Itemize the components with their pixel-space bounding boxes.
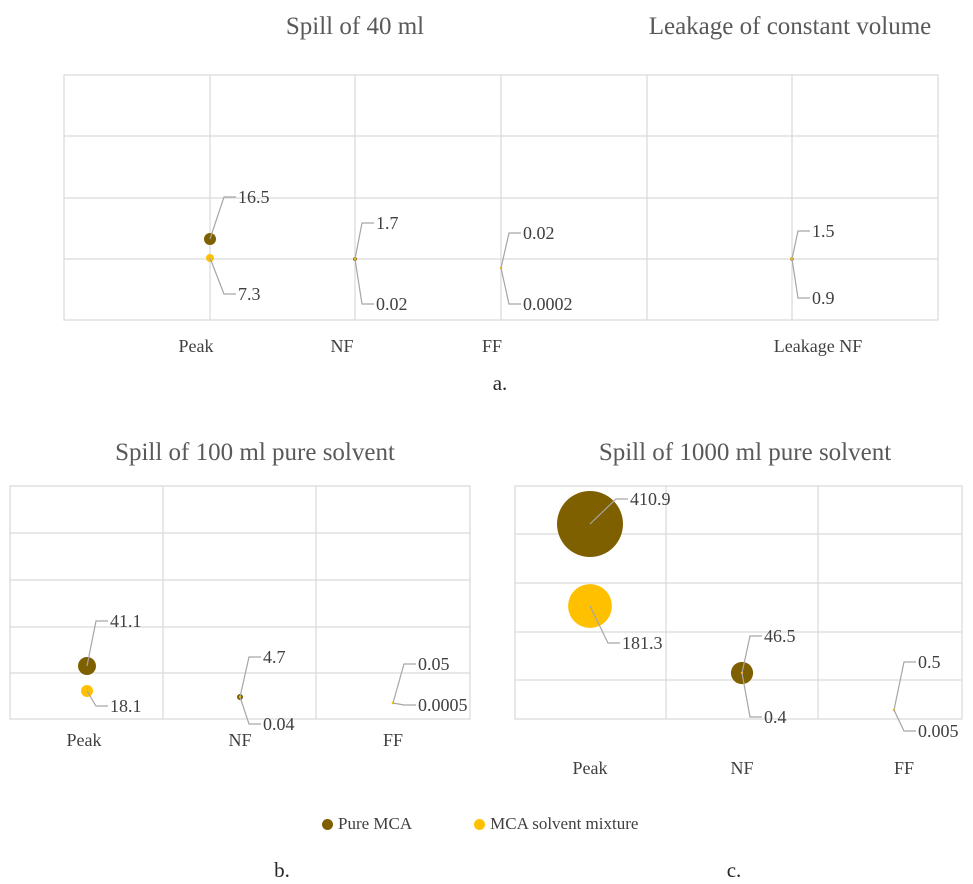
chart-1-plot-frame (9, 485, 471, 720)
chart-1-data-label-pure-mca-peak: 41.1 (110, 611, 142, 631)
chart-a-title-leakage: Leakage of constant volume (648, 13, 932, 40)
chart-2-data-label-pure-mca-nf: 46.5 (764, 626, 796, 646)
chart-0-data-label-mca-solvent-mixture-nf: 0.02 (376, 294, 408, 314)
chart-2-data-label-pure-mca-peak: 410.9 (630, 489, 671, 509)
chart-0-data-label-pure-mca-peak: 16.5 (238, 187, 270, 207)
chart-1-leader-pure-mca-ff (392, 663, 416, 704)
chart-2-leader-pure-mca-ff (893, 661, 916, 711)
chart-0-x-tick-leakage-nf: Leakage NF (774, 336, 862, 356)
chart-0-data-label-pure-mca-leakage-nf: 1.5 (812, 221, 835, 241)
chart-0-x-tick-ff: FF (482, 336, 502, 356)
chart-0-leader-pure-mca-leakage-nf (791, 230, 810, 260)
chart-0-leader-mca-solvent-mixture-ff (500, 267, 521, 305)
chart-0-data-label-pure-mca-ff: 0.02 (523, 223, 555, 243)
legend: Pure MCA MCA solvent mixture (322, 812, 700, 836)
chart-1-data-label-mca-solvent-mixture-peak: 18.1 (110, 696, 142, 716)
chart-1-leader-mca-solvent-mixture-nf (239, 696, 261, 725)
chart-0-x-tick-nf: NF (330, 336, 353, 356)
chart-2-x-tick-nf: NF (730, 758, 753, 778)
chart-0-data-label-mca-solvent-mixture-ff: 0.0002 (523, 294, 573, 314)
chart-2-plot-frame (514, 485, 963, 720)
chart-0-leader-mca-solvent-mixture-nf (354, 258, 374, 305)
chart-2-leader-mca-solvent-mixture-peak (589, 605, 620, 644)
legend-label-pure-mca: Pure MCA (338, 814, 413, 833)
chart-2-data-label-mca-solvent-mixture-ff: 0.005 (918, 721, 959, 741)
chart-2-x-tick-peak: Peak (573, 758, 608, 778)
chart-a-title-spill: Spill of 40 ml (285, 13, 425, 40)
legend-item-pure-mca: Pure MCA (322, 814, 412, 834)
chart-0-data-label-mca-solvent-mixture-leakage-nf: 0.9 (812, 288, 835, 308)
chart-0-data-label-pure-mca-nf: 1.7 (376, 213, 399, 233)
chart-2-leader-pure-mca-peak (589, 498, 628, 525)
chart-2-data-label-mca-solvent-mixture-peak: 181.3 (622, 633, 663, 653)
chart-0-x-tick-peak: Peak (179, 336, 214, 356)
chart-0-leader-pure-mca-ff (500, 232, 521, 269)
chart-2-x-tick-ff: FF (894, 758, 914, 778)
panel-letter-b: b. (274, 858, 290, 882)
chart-0-leader-mca-solvent-mixture-peak (209, 257, 236, 295)
chart-1-leader-mca-solvent-mixture-peak (86, 690, 108, 707)
chart-0-data-label-mca-solvent-mixture-peak: 7.3 (238, 284, 261, 304)
chart-0-leader-mca-solvent-mixture-leakage-nf (791, 258, 810, 299)
chart-1-x-tick-ff: FF (383, 730, 403, 750)
chart-1-data-label-mca-solvent-mixture-ff: 0.0005 (418, 695, 468, 715)
chart-2-data-label-pure-mca-ff: 0.5 (918, 652, 941, 672)
legend-item-mca-solvent-mixture: MCA solvent mixture (474, 814, 638, 834)
chart-2-leader-mca-solvent-mixture-ff (893, 709, 916, 732)
chart-1-data-label-pure-mca-nf: 4.7 (263, 647, 286, 667)
chart-1-x-tick-peak: Peak (67, 730, 102, 750)
panel-letter-c: c. (726, 858, 742, 882)
chart-2-leader-pure-mca-nf (741, 635, 762, 674)
legend-marker-pure-mca (322, 818, 333, 830)
chart-1-leader-mca-solvent-mixture-ff (392, 702, 416, 706)
chart-0-leader-pure-mca-nf (354, 222, 374, 260)
panel-letter-a: a. (492, 371, 508, 395)
chart-1-leader-pure-mca-nf (239, 656, 261, 698)
chart-2-data-label-mca-solvent-mixture-nf: 0.4 (764, 707, 787, 727)
chart-2-leader-mca-solvent-mixture-nf (741, 672, 762, 718)
legend-label-mca-solvent-mixture: MCA solvent mixture (490, 814, 639, 833)
chart-c-title: Spill of 1000 ml pure solvent (598, 439, 892, 466)
chart-b-title: Spill of 100 ml pure solvent (115, 439, 395, 466)
legend-marker-mca-solvent-mixture (474, 818, 486, 830)
chart-1-leader-pure-mca-peak (86, 620, 108, 667)
chart-1-data-label-pure-mca-ff: 0.05 (418, 654, 450, 674)
chart-1-data-label-mca-solvent-mixture-nf: 0.04 (263, 714, 295, 734)
chart-0-leader-pure-mca-peak (209, 196, 236, 240)
chart-1-x-tick-nf: NF (228, 730, 251, 750)
